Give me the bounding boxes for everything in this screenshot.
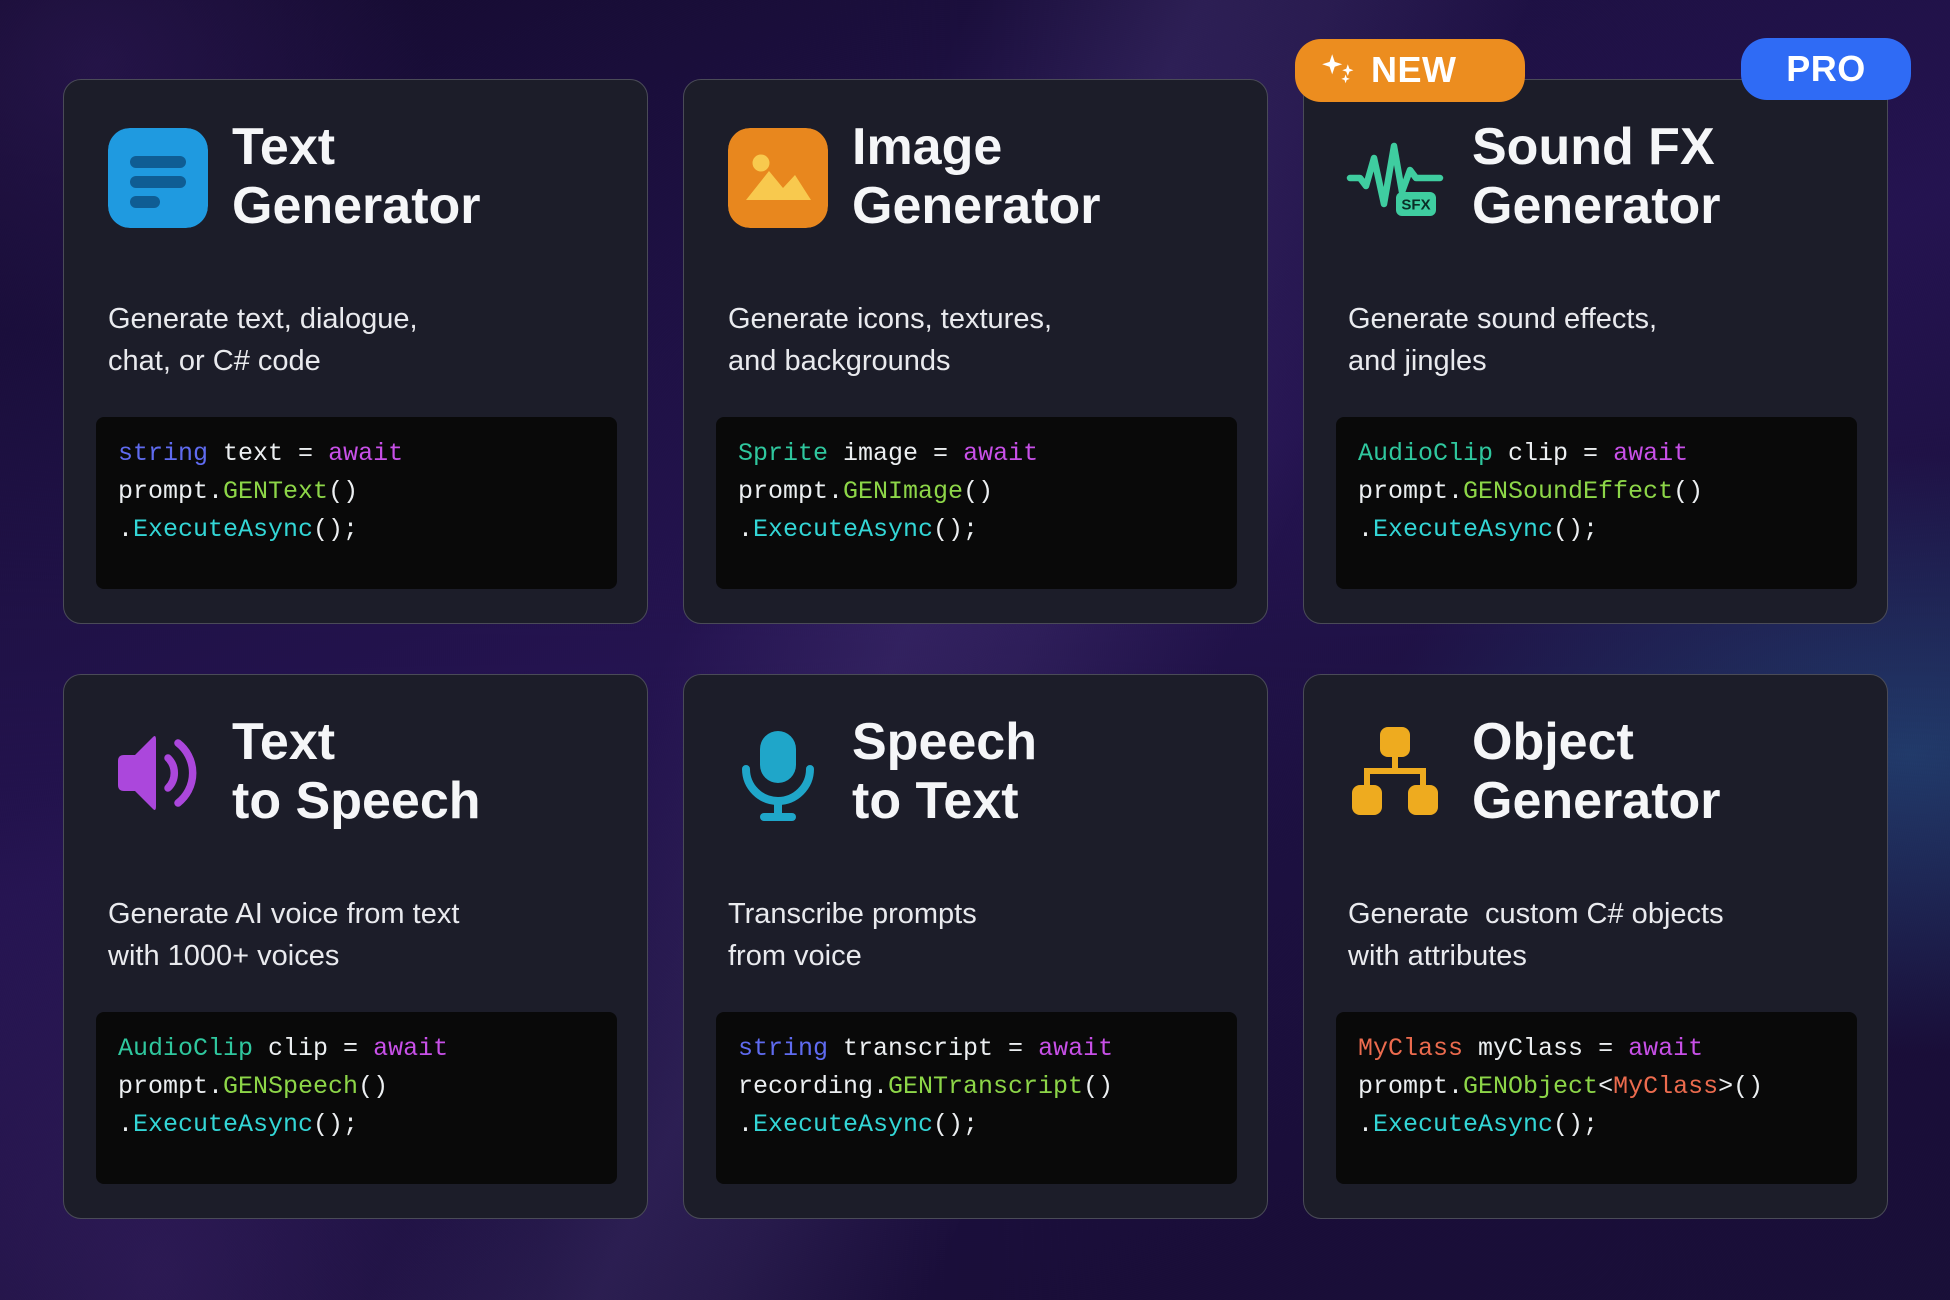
svg-text:SFX: SFX [1401, 197, 1430, 214]
